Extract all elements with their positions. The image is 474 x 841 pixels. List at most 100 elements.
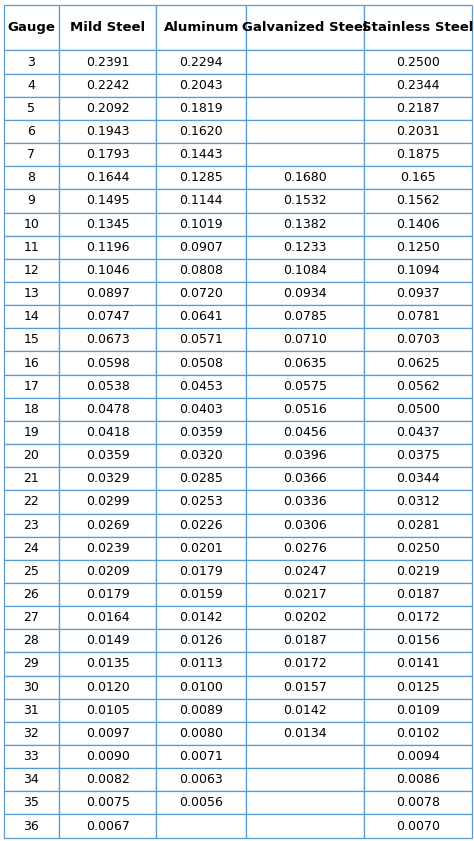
Bar xyxy=(246,468,364,490)
Text: 0.0097: 0.0097 xyxy=(86,727,129,740)
Bar xyxy=(59,699,156,722)
Text: 0.0247: 0.0247 xyxy=(283,565,327,578)
Text: Galvanized Steel: Galvanized Steel xyxy=(242,21,368,34)
Text: 0.0281: 0.0281 xyxy=(396,519,440,532)
Text: 0.0078: 0.0078 xyxy=(396,796,440,809)
Bar xyxy=(364,514,472,537)
Text: 21: 21 xyxy=(24,473,39,485)
Text: 31: 31 xyxy=(24,704,39,717)
Text: 0.0785: 0.0785 xyxy=(283,310,327,323)
Text: 0.0070: 0.0070 xyxy=(396,820,440,833)
Text: 36: 36 xyxy=(24,820,39,833)
Bar xyxy=(156,189,246,213)
Text: 0.0164: 0.0164 xyxy=(86,611,129,624)
Text: 0.0253: 0.0253 xyxy=(179,495,223,509)
Text: 9: 9 xyxy=(27,194,36,208)
Text: 0.0897: 0.0897 xyxy=(86,287,129,300)
Text: 0.0226: 0.0226 xyxy=(179,519,223,532)
Text: 0.0720: 0.0720 xyxy=(179,287,223,300)
Text: 0.0747: 0.0747 xyxy=(86,310,129,323)
Bar xyxy=(246,352,364,374)
Bar xyxy=(59,514,156,537)
Text: 0.0056: 0.0056 xyxy=(179,796,223,809)
Text: 34: 34 xyxy=(24,773,39,786)
Text: 0.0285: 0.0285 xyxy=(179,473,223,485)
Bar xyxy=(156,468,246,490)
Text: 35: 35 xyxy=(23,796,39,809)
Bar xyxy=(59,352,156,374)
Text: 0.0142: 0.0142 xyxy=(179,611,223,624)
Bar xyxy=(59,305,156,328)
Text: 0.0075: 0.0075 xyxy=(86,796,130,809)
Text: 0.0126: 0.0126 xyxy=(179,634,223,648)
Text: Mild Steel: Mild Steel xyxy=(70,21,145,34)
Bar xyxy=(4,189,59,213)
Bar xyxy=(4,143,59,167)
Bar xyxy=(59,213,156,235)
Text: 28: 28 xyxy=(23,634,39,648)
Bar xyxy=(59,235,156,259)
Bar xyxy=(4,583,59,606)
Text: 0.0538: 0.0538 xyxy=(86,379,129,393)
Text: 0.0102: 0.0102 xyxy=(396,727,440,740)
Bar xyxy=(156,444,246,468)
Bar xyxy=(364,328,472,352)
Text: 0.0157: 0.0157 xyxy=(283,680,327,694)
Bar xyxy=(4,120,59,143)
Text: 0.0478: 0.0478 xyxy=(86,403,129,415)
Text: 0.1875: 0.1875 xyxy=(396,148,440,161)
Bar xyxy=(246,490,364,514)
Text: 0.0105: 0.0105 xyxy=(86,704,129,717)
Text: 0.2187: 0.2187 xyxy=(396,102,440,115)
Bar xyxy=(364,814,472,838)
Text: 0.1382: 0.1382 xyxy=(283,218,327,230)
Bar xyxy=(59,50,156,74)
Text: 6: 6 xyxy=(27,125,36,138)
Text: 26: 26 xyxy=(24,588,39,601)
Bar xyxy=(4,328,59,352)
Bar xyxy=(156,305,246,328)
Bar xyxy=(246,537,364,560)
Text: 0.2092: 0.2092 xyxy=(86,102,129,115)
Bar xyxy=(246,305,364,328)
Bar xyxy=(246,791,364,814)
Bar xyxy=(59,120,156,143)
Bar xyxy=(156,514,246,537)
Text: 0.0071: 0.0071 xyxy=(179,750,223,763)
Bar xyxy=(364,398,472,420)
Text: 0.0575: 0.0575 xyxy=(283,379,327,393)
Text: 0.0344: 0.0344 xyxy=(396,473,440,485)
Text: 0.1620: 0.1620 xyxy=(179,125,223,138)
Bar xyxy=(4,629,59,653)
Bar xyxy=(156,235,246,259)
Text: 0.1046: 0.1046 xyxy=(86,264,129,277)
Bar xyxy=(246,374,364,398)
Text: 0.0159: 0.0159 xyxy=(179,588,223,601)
Text: 0.0141: 0.0141 xyxy=(396,658,440,670)
Bar xyxy=(364,444,472,468)
Text: 0.0418: 0.0418 xyxy=(86,426,129,439)
Text: 0.0239: 0.0239 xyxy=(86,542,129,555)
Text: 0.1793: 0.1793 xyxy=(86,148,129,161)
Text: 0.0456: 0.0456 xyxy=(283,426,327,439)
Bar xyxy=(59,722,156,745)
Bar xyxy=(59,189,156,213)
Bar xyxy=(364,5,472,50)
Text: 0.0703: 0.0703 xyxy=(396,333,440,346)
Text: 0.0100: 0.0100 xyxy=(179,680,223,694)
Bar xyxy=(364,143,472,167)
Bar xyxy=(246,675,364,699)
Text: 0.2242: 0.2242 xyxy=(86,79,129,92)
Bar xyxy=(246,583,364,606)
Bar xyxy=(59,398,156,420)
Text: 0.0673: 0.0673 xyxy=(86,333,129,346)
Text: 14: 14 xyxy=(24,310,39,323)
Bar xyxy=(246,629,364,653)
Bar xyxy=(156,791,246,814)
Bar xyxy=(156,653,246,675)
Text: 16: 16 xyxy=(24,357,39,369)
Text: 0.1819: 0.1819 xyxy=(179,102,223,115)
Text: Gauge: Gauge xyxy=(8,21,55,34)
Text: 25: 25 xyxy=(23,565,39,578)
Text: 19: 19 xyxy=(24,426,39,439)
